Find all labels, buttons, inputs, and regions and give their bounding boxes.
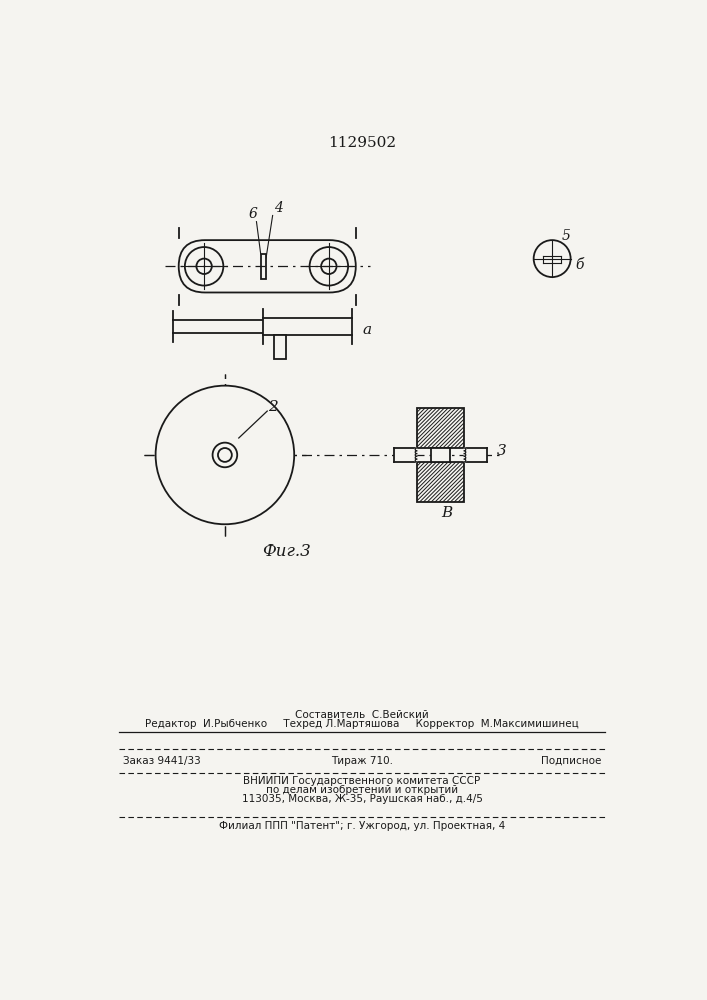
Polygon shape bbox=[464, 456, 466, 459]
Text: Составитель  С.Вейский: Составитель С.Вейский bbox=[295, 710, 429, 720]
Text: Редактор  И.Рыбченко     Техред Л.Мартяшова     Корректор  М.Максимишинец: Редактор И.Рыбченко Техред Л.Мартяшова К… bbox=[145, 719, 579, 729]
Circle shape bbox=[197, 259, 212, 274]
Text: 1129502: 1129502 bbox=[328, 136, 396, 150]
Polygon shape bbox=[261, 254, 266, 279]
Text: Тираж 710.: Тираж 710. bbox=[331, 756, 393, 766]
FancyBboxPatch shape bbox=[179, 240, 356, 292]
Polygon shape bbox=[464, 451, 466, 454]
Text: Филиал ППП "Патент"; г. Ужгород, ул. Проектная, 4: Филиал ППП "Патент"; г. Ужгород, ул. Про… bbox=[219, 821, 505, 831]
Text: 4: 4 bbox=[274, 201, 283, 215]
Polygon shape bbox=[415, 451, 416, 454]
Circle shape bbox=[310, 247, 348, 286]
Text: 5: 5 bbox=[561, 229, 571, 242]
Circle shape bbox=[218, 448, 232, 462]
Polygon shape bbox=[274, 335, 286, 359]
Text: по делам изобретений и открытий: по делам изобретений и открытий bbox=[266, 785, 458, 795]
Text: Заказ 9441/33: Заказ 9441/33 bbox=[123, 756, 201, 766]
Text: ВНИИПИ Государственного комитета СССР: ВНИИПИ Государственного комитета СССР bbox=[243, 776, 481, 786]
Polygon shape bbox=[464, 454, 466, 456]
Circle shape bbox=[185, 247, 223, 286]
Polygon shape bbox=[464, 448, 466, 451]
Text: Подписное: Подписное bbox=[541, 756, 602, 766]
Text: 2: 2 bbox=[268, 400, 278, 414]
Text: а: а bbox=[363, 323, 372, 337]
Polygon shape bbox=[464, 459, 466, 462]
Text: В: В bbox=[441, 506, 452, 520]
Bar bbox=[464, 448, 487, 462]
Bar bbox=[394, 448, 416, 462]
Polygon shape bbox=[415, 454, 416, 456]
Text: 3: 3 bbox=[496, 444, 506, 458]
Polygon shape bbox=[415, 459, 416, 462]
Circle shape bbox=[321, 259, 337, 274]
Polygon shape bbox=[416, 408, 464, 448]
Text: 6: 6 bbox=[248, 207, 257, 221]
Text: 113035, Москва, Ж-35, Раушская наб., д.4/5: 113035, Москва, Ж-35, Раушская наб., д.4… bbox=[242, 794, 482, 804]
Polygon shape bbox=[264, 318, 352, 335]
Circle shape bbox=[213, 443, 238, 467]
Text: б: б bbox=[575, 258, 584, 272]
Text: Фиг.3: Фиг.3 bbox=[262, 543, 311, 560]
Circle shape bbox=[534, 240, 571, 277]
Polygon shape bbox=[416, 462, 464, 502]
Polygon shape bbox=[415, 448, 416, 451]
Bar bbox=[431, 448, 450, 462]
Polygon shape bbox=[415, 456, 416, 459]
Circle shape bbox=[156, 386, 294, 524]
